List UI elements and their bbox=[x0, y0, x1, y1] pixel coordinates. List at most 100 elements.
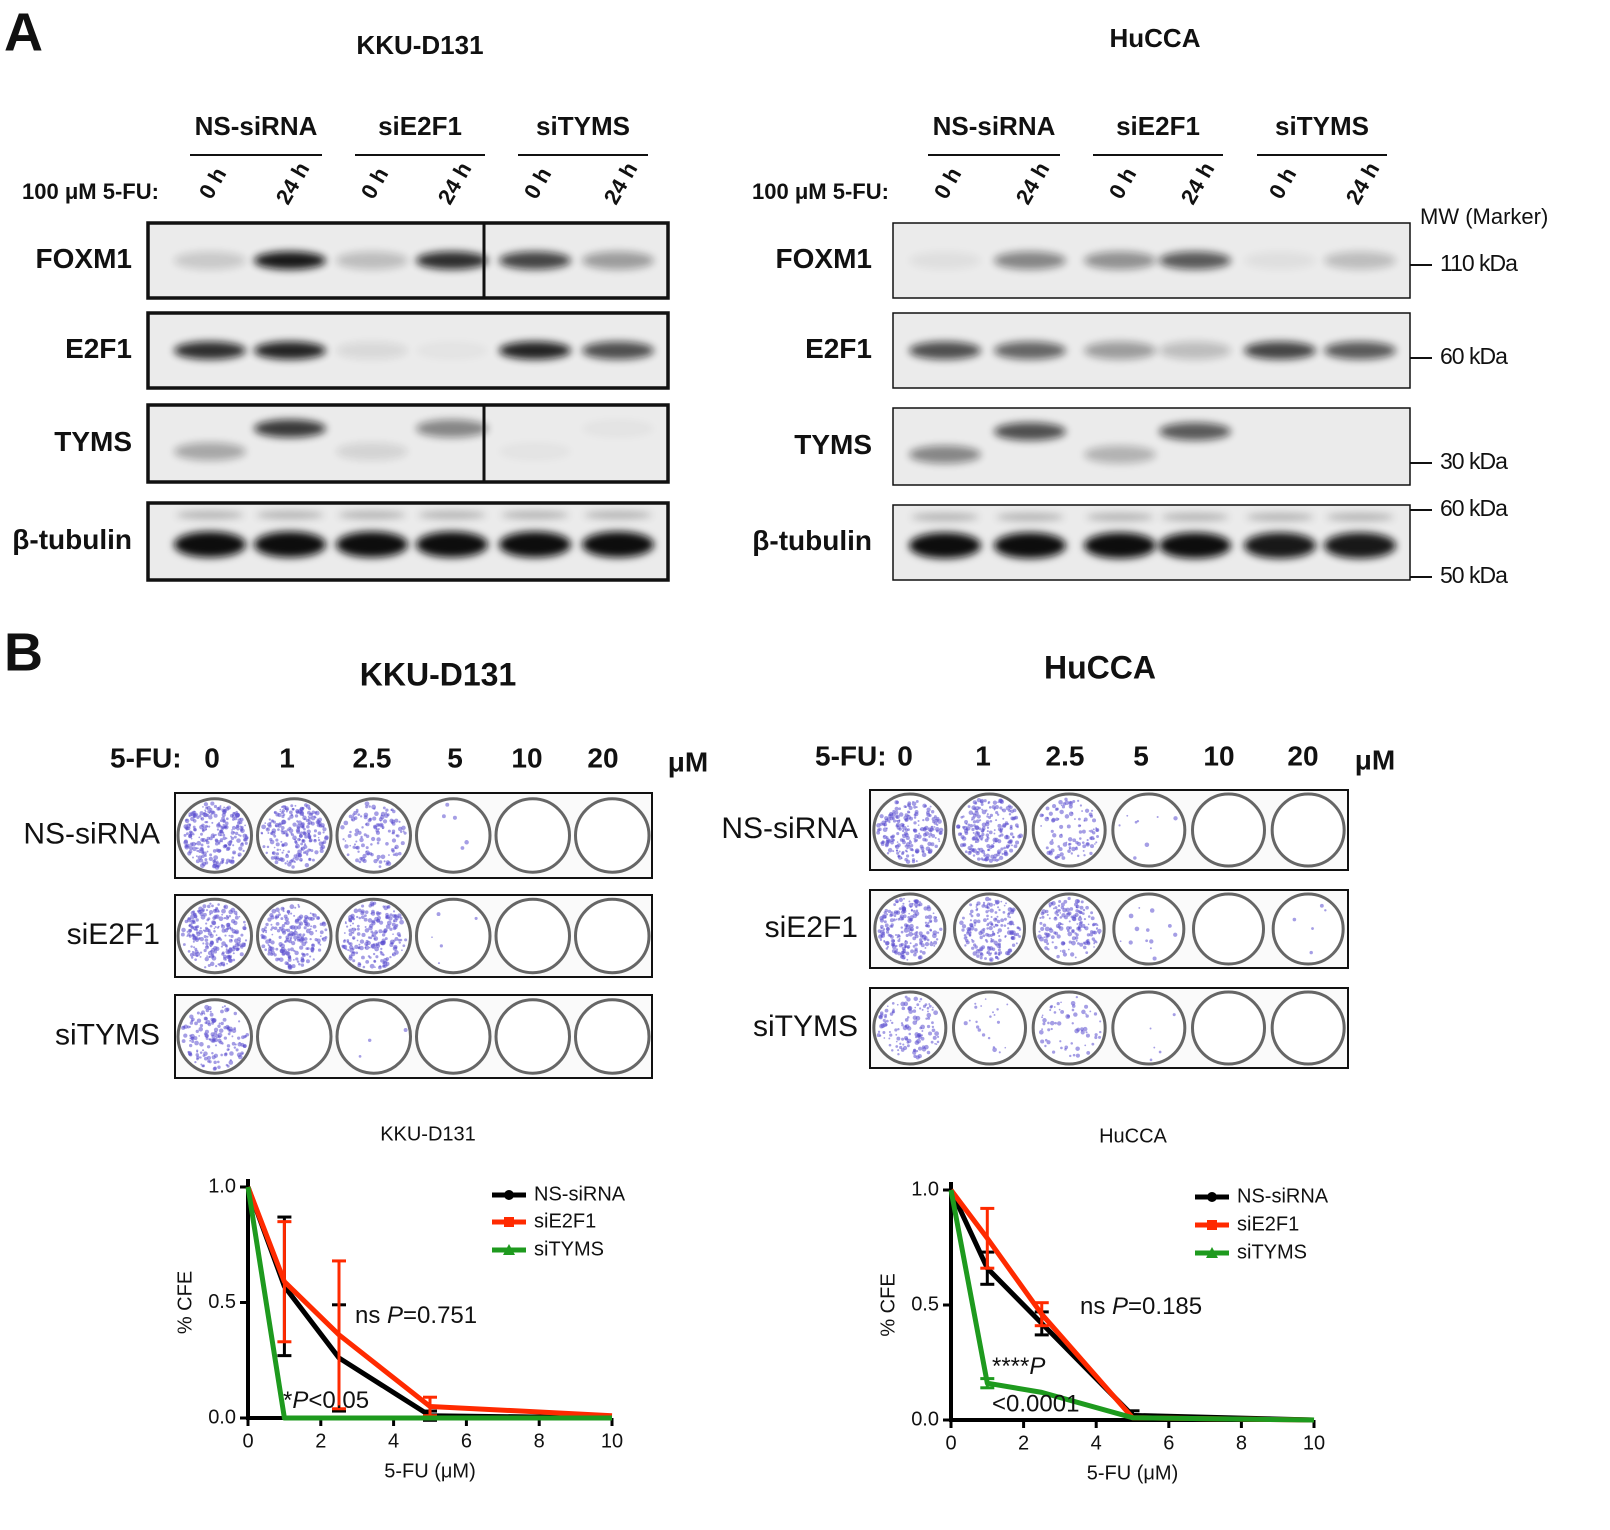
colony bbox=[907, 828, 910, 831]
colony bbox=[361, 932, 366, 937]
colony bbox=[441, 814, 446, 819]
colony bbox=[897, 855, 900, 858]
dose-label: 5-FU: bbox=[110, 742, 182, 773]
colony bbox=[1092, 831, 1096, 835]
colony bbox=[352, 917, 356, 921]
colony bbox=[223, 1025, 227, 1030]
colony bbox=[989, 958, 993, 961]
colony bbox=[222, 833, 226, 837]
band bbox=[174, 442, 246, 461]
colony bbox=[229, 859, 235, 865]
colony bbox=[1011, 844, 1013, 847]
colony bbox=[223, 1036, 228, 1040]
colony bbox=[222, 823, 226, 827]
colony bbox=[1066, 912, 1069, 915]
colony bbox=[1077, 942, 1080, 945]
colony bbox=[199, 937, 204, 942]
colony bbox=[364, 801, 370, 807]
colony bbox=[988, 902, 993, 907]
colony bbox=[1075, 1053, 1080, 1058]
colony bbox=[368, 805, 371, 808]
colony bbox=[196, 1055, 200, 1060]
colony bbox=[1068, 940, 1072, 944]
protein-label: β-tubulin bbox=[12, 524, 132, 555]
colony bbox=[356, 810, 359, 813]
colony bbox=[205, 1034, 209, 1038]
colony bbox=[912, 909, 916, 913]
colony bbox=[319, 930, 324, 935]
colony bbox=[348, 814, 353, 819]
colony bbox=[1053, 1011, 1057, 1014]
colony bbox=[1075, 1046, 1080, 1051]
colony bbox=[280, 946, 286, 952]
colony bbox=[975, 908, 979, 912]
colony bbox=[401, 825, 406, 831]
colony bbox=[347, 949, 350, 952]
colony bbox=[1009, 916, 1011, 919]
colony bbox=[201, 838, 207, 843]
colony bbox=[180, 932, 185, 937]
colony bbox=[912, 1015, 918, 1021]
colony bbox=[1042, 1018, 1047, 1023]
colony bbox=[217, 963, 220, 966]
annotation-part: ns bbox=[355, 1302, 387, 1329]
colony bbox=[221, 860, 225, 864]
colony bbox=[1062, 842, 1068, 847]
colony bbox=[364, 945, 370, 950]
colony bbox=[1056, 1002, 1060, 1006]
x-tick-label: 4 bbox=[388, 1430, 399, 1452]
colony bbox=[214, 865, 220, 870]
colony bbox=[1072, 800, 1076, 803]
colony bbox=[296, 925, 302, 930]
colony bbox=[1324, 909, 1327, 912]
colony bbox=[1056, 954, 1060, 959]
colony bbox=[975, 830, 979, 834]
colony bbox=[379, 920, 384, 925]
chart-title: KKU-D131 bbox=[380, 1123, 476, 1145]
colony bbox=[1093, 942, 1096, 945]
colony bbox=[281, 843, 285, 846]
colony bbox=[991, 930, 994, 933]
colony bbox=[277, 828, 280, 831]
colony bbox=[199, 811, 204, 816]
time-label: 24 h bbox=[1011, 158, 1055, 209]
colony bbox=[979, 956, 983, 960]
colony bbox=[309, 937, 312, 941]
colony bbox=[310, 812, 313, 816]
dose-value: 2.5 bbox=[353, 742, 392, 773]
colony bbox=[183, 1033, 188, 1038]
colony bbox=[887, 847, 893, 853]
colony bbox=[906, 1044, 910, 1048]
colony bbox=[358, 916, 362, 920]
colony bbox=[902, 1045, 908, 1051]
colony bbox=[924, 921, 928, 924]
colony bbox=[445, 802, 450, 807]
colony bbox=[921, 1008, 924, 1011]
colony bbox=[1059, 852, 1064, 857]
colony bbox=[933, 944, 936, 947]
colony bbox=[196, 840, 202, 846]
colony bbox=[993, 808, 996, 811]
colony bbox=[213, 804, 218, 809]
colony bbox=[1051, 1050, 1056, 1054]
colony bbox=[199, 1056, 202, 1059]
colony bbox=[399, 938, 403, 942]
colony bbox=[212, 908, 217, 913]
colony bbox=[915, 930, 919, 934]
colony bbox=[194, 947, 198, 951]
colony bbox=[314, 850, 319, 855]
colony bbox=[215, 965, 218, 968]
colony bbox=[197, 855, 203, 860]
colony bbox=[290, 813, 294, 816]
colony bbox=[198, 1026, 203, 1032]
colony bbox=[1092, 828, 1095, 831]
colony bbox=[991, 947, 996, 951]
band bbox=[418, 511, 486, 519]
colony bbox=[1056, 913, 1060, 917]
colony bbox=[1292, 917, 1297, 922]
colony bbox=[224, 825, 228, 829]
colony bbox=[1055, 817, 1059, 822]
colony bbox=[974, 1005, 978, 1009]
colony bbox=[387, 829, 391, 833]
colony bbox=[896, 819, 901, 824]
